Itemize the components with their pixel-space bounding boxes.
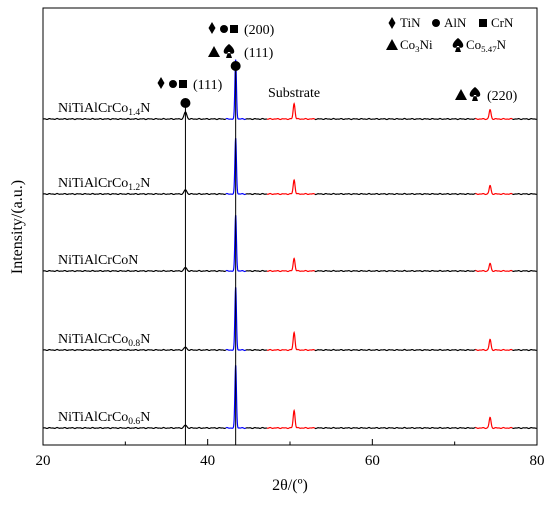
- xrd-trace-segment: [266, 408, 316, 430]
- annotation-111-left: (111): [193, 78, 223, 93]
- xrd-trace-segment: [245, 117, 268, 121]
- xrd-trace-segment: [512, 270, 537, 273]
- x-tick-label: 40: [200, 453, 215, 469]
- xrd-trace-segment: [512, 193, 537, 196]
- xrd-trace-segment: [43, 111, 227, 121]
- legend-entry: Co5.47N: [466, 37, 507, 54]
- aln-symbol-200: [220, 25, 228, 33]
- tin-symbol-111: [157, 77, 165, 89]
- xrd-trace-segment: [266, 102, 316, 121]
- series-labels: NiTiAlCrCo1.4N NiTiAlCrCo1.2N NiTiAlCrCoN N…: [58, 101, 150, 427]
- annotation-substrate: Substrate: [268, 86, 320, 101]
- series-label: NiTiAlCrCo1.2N: [58, 176, 150, 193]
- tin-symbol-200: [208, 22, 216, 34]
- alN-marker-111: [180, 98, 191, 108]
- xrd-trace-segment: [475, 262, 513, 273]
- legend-spade-icon: [452, 38, 464, 52]
- peak-annotations: (200) (111) (111) Substrate (220): [157, 22, 518, 104]
- aln-symbol-111: [169, 80, 177, 88]
- legend-circle-icon: [432, 19, 440, 27]
- xrd-trace-segment: [43, 189, 227, 196]
- series-label: NiTiAlCrCoN: [58, 253, 138, 268]
- co547n-symbol-111: [223, 44, 235, 58]
- annotation-200: (200): [244, 23, 275, 38]
- xrd-trace-segment: [314, 117, 476, 121]
- crn-symbol-111: [179, 80, 187, 88]
- series-label: NiTiAlCrCo0.8N: [58, 332, 150, 349]
- plot-frame: [42, 7, 538, 446]
- legend-entry: CrN: [491, 15, 514, 30]
- xrd-trace-segment: [314, 269, 476, 273]
- legend-square-icon: [479, 19, 487, 27]
- co3ni-symbol-111: [208, 46, 220, 57]
- x-tick-label: 80: [530, 453, 545, 469]
- xrd-trace-segment: [245, 426, 268, 430]
- series-label: NiTiAlCrCo1.4N: [58, 101, 150, 118]
- y-axis-label: Intensity/(a.u.): [9, 180, 26, 274]
- xrd-trace-segment: [475, 338, 513, 352]
- legend-entry: TiN: [400, 15, 421, 30]
- annotation-111: (111): [244, 46, 274, 61]
- xrd-trace-segment: [475, 416, 513, 430]
- xrd-trace-segment: [314, 348, 476, 352]
- xrd-trace-segment: [314, 426, 476, 430]
- xrd-trace-segment: [245, 192, 268, 196]
- peak-markers: [180, 61, 241, 445]
- xrd-trace-segment: [266, 257, 316, 273]
- xrd-trace-segment: [245, 269, 268, 273]
- xrd-trace-segment: [475, 184, 513, 196]
- legend-diamond-icon: [388, 17, 396, 29]
- xrd-trace-segment: [512, 427, 537, 430]
- xrd-trace-segment: [43, 424, 227, 430]
- xrd-trace-segment: [266, 330, 316, 352]
- legend-entry: AlN: [444, 15, 467, 30]
- annotation-220: (220): [487, 89, 518, 104]
- legend: TiN AlN CrN Co3Ni Co5.47N: [386, 15, 514, 54]
- xrd-trace-segment: [266, 178, 316, 196]
- crn-symbol-200: [230, 25, 238, 33]
- xrd-trace-segment: [43, 266, 227, 273]
- xrd-trace-segment: [43, 346, 227, 352]
- co547n-symbol-220: [469, 87, 481, 101]
- xrd-trace-segment: [245, 348, 268, 352]
- xrd-trace-segment: [512, 349, 537, 352]
- legend-triangle-icon: [386, 39, 398, 50]
- xrd-trace-segment: [225, 59, 246, 121]
- series-label: NiTiAlCrCo0.6N: [58, 410, 150, 427]
- x-axis-label: 2θ/(º): [272, 477, 308, 494]
- xrd-trace-segment: [512, 118, 537, 121]
- xrd-trace-segment: [475, 108, 513, 121]
- x-tick-label: 20: [36, 453, 51, 469]
- axes: 20 40 60 80 2θ/(º) Intensity/(a.u.): [9, 180, 545, 494]
- xrd-traces: [43, 59, 537, 430]
- alN-marker-200: [230, 61, 241, 71]
- x-tick-label: 60: [365, 453, 380, 469]
- legend-entry: Co3Ni: [400, 37, 433, 54]
- co3ni-symbol-220: [455, 89, 467, 100]
- xrd-trace-segment: [314, 192, 476, 196]
